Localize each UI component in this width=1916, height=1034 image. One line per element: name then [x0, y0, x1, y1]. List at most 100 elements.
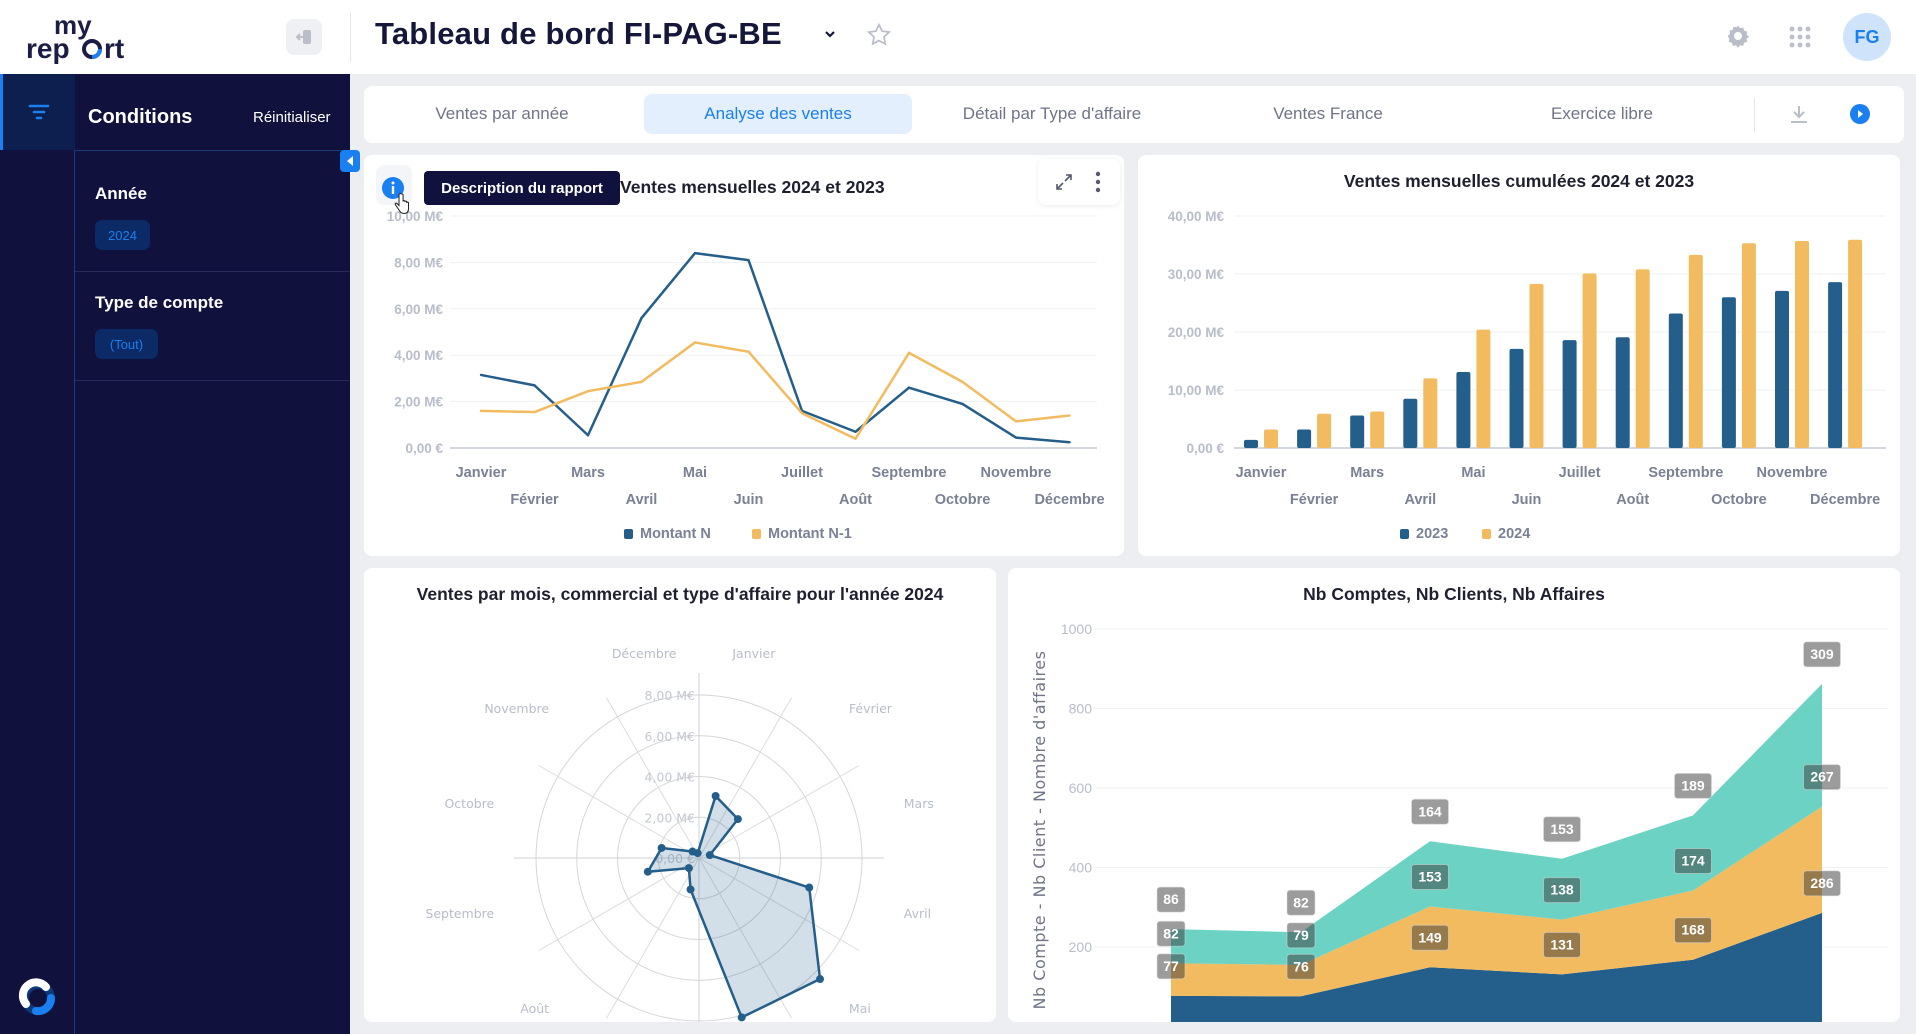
- radar-point: [686, 885, 695, 894]
- data-label: 174: [1674, 848, 1712, 875]
- category-label: Mai: [849, 1001, 871, 1016]
- x-tick-label: Janvier: [1236, 465, 1287, 481]
- left-rail: [0, 74, 75, 1034]
- radar-point: [733, 815, 742, 824]
- bar-2023: [1775, 290, 1789, 448]
- data-point: [1014, 436, 1018, 439]
- data-label-bg: [1803, 870, 1841, 897]
- chart-title: Nb Comptes, Nb Clients, Nb Affaires: [1303, 584, 1605, 604]
- y-tick-label: 10,00 M€: [1168, 383, 1225, 398]
- category-label: Avril: [904, 906, 931, 921]
- tab-ventes-france[interactable]: Ventes France: [1273, 104, 1383, 123]
- data-label-bg: [1156, 953, 1186, 980]
- favorite-star-icon[interactable]: [866, 22, 892, 48]
- r-tick-label: 0,00 €: [655, 851, 695, 866]
- data-label-text: 149: [1418, 929, 1442, 945]
- collapse-menu-button[interactable]: [286, 19, 322, 55]
- radar-point: [705, 851, 714, 860]
- data-point: [961, 380, 964, 384]
- play-icon[interactable]: [1850, 104, 1870, 124]
- bar-2023: [1721, 297, 1736, 448]
- category-label: Janvier: [731, 646, 776, 661]
- apps-grid-icon[interactable]: [1788, 25, 1812, 49]
- bar-2024: [1529, 283, 1544, 448]
- panel-divider: [75, 271, 350, 272]
- y-tick-label: 800: [1069, 701, 1093, 717]
- data-label-text: 189: [1681, 777, 1705, 793]
- filter-chip-account-type[interactable]: (Tout): [95, 329, 158, 359]
- x-tick-label: Juillet: [781, 465, 823, 481]
- data-point: [854, 437, 857, 440]
- conditions-panel: [75, 74, 350, 1034]
- filter-chip-year[interactable]: 2024: [95, 220, 150, 250]
- data-label: 82: [1286, 889, 1316, 916]
- category-label: Octobre: [444, 796, 494, 811]
- series-line-montant-n-1: [480, 341, 1070, 440]
- legend-swatch: [1482, 529, 1491, 539]
- data-point: [693, 341, 697, 344]
- legend-swatch: [752, 529, 761, 539]
- panel-collapse-toggle[interactable]: [340, 150, 360, 172]
- bar-2023: [1456, 372, 1471, 448]
- user-avatar[interactable]: FG: [1843, 13, 1891, 61]
- data-label-text: 153: [1550, 821, 1574, 837]
- y-tick-label: 600: [1069, 780, 1093, 796]
- radar-sales-card: 0,00 € 2,00 M€ 4,00 M€ 6,00 M€ 8,00 M€ Janvie…: [364, 568, 996, 1022]
- loading-spinner-icon: [18, 978, 56, 1016]
- myreport-logo[interactable]: my rep rt: [24, 8, 154, 64]
- area-layer-1: [1171, 806, 1822, 997]
- conditions-title: Conditions: [88, 106, 193, 128]
- radar-spoke: [698, 857, 792, 1019]
- cumulative-sales-bar-card: 0,00 € 10,00 M€ 20,00 M€ 30,00 M€ 40,00 M€ Ja…: [1138, 155, 1900, 556]
- series-line-montant-n: [480, 251, 1070, 444]
- data-point: [747, 350, 750, 353]
- settings-gear-icon[interactable]: [1726, 24, 1750, 48]
- data-label-text: 82: [1293, 894, 1309, 910]
- bar-2023: [1615, 337, 1630, 448]
- chart-title: Ventes mensuelles 2024 et 2023: [620, 177, 885, 197]
- data-point: [640, 380, 643, 384]
- chart-title: Ventes par mois, commercial et type d'af…: [416, 584, 944, 604]
- reset-button[interactable]: Réinitialiser: [253, 109, 331, 126]
- bar-2024: [1370, 411, 1385, 448]
- data-label-bg: [1286, 953, 1316, 980]
- expand-icon[interactable]: [1054, 172, 1074, 192]
- y-tick-label: 40,00 M€: [1168, 209, 1225, 224]
- info-icon[interactable]: [382, 177, 404, 199]
- tooltip-description: Description du rapport: [424, 171, 620, 205]
- data-label-text: 76: [1293, 958, 1309, 974]
- bar-2023: [1244, 439, 1258, 448]
- category-label: Décembre: [612, 646, 677, 661]
- more-options-icon[interactable]: [1094, 171, 1102, 193]
- data-label-text: 286: [1810, 875, 1834, 891]
- filters-rail-button[interactable]: [0, 74, 75, 150]
- bar-2023: [1403, 398, 1418, 448]
- data-label: 138: [1543, 877, 1581, 904]
- x-tick-label: Mai: [683, 465, 707, 481]
- tab-detail-type-affaire[interactable]: Détail par Type d'affaire: [962, 104, 1142, 123]
- data-label-bg: [1543, 816, 1581, 843]
- data-label: 164: [1411, 798, 1449, 825]
- data-point: [1014, 420, 1018, 423]
- tab-ventes-par-annee[interactable]: Ventes par année: [435, 104, 569, 123]
- bar-2024: [1688, 254, 1703, 448]
- counts-stacked-area-chart: 200 400 600 800 1000 Nb Compte - Nb Client - …: [1030, 621, 1888, 1022]
- chevron-down-icon[interactable]: [822, 26, 838, 42]
- svg-text:my: my: [54, 10, 92, 40]
- area-layer-2: [1171, 683, 1822, 965]
- data-label-bg: [1543, 877, 1581, 904]
- download-icon[interactable]: [1788, 103, 1810, 125]
- r-tick-label: 4,00 M€: [644, 770, 695, 785]
- radar-point: [693, 849, 702, 858]
- data-label-bg: [1286, 889, 1316, 916]
- data-label-bg: [1674, 917, 1712, 944]
- x-tick-label: Janvier: [456, 465, 507, 481]
- data-label: 76: [1286, 953, 1316, 980]
- panel-divider: [75, 150, 350, 151]
- data-label-text: 309: [1810, 646, 1834, 662]
- tab-analyse-des-ventes[interactable]: Analyse des ventes: [644, 94, 912, 134]
- tab-exercice-libre[interactable]: Exercice libre: [1550, 104, 1654, 123]
- radar-spoke: [538, 857, 700, 951]
- legend-swatch: [624, 529, 633, 539]
- cumulative-sales-bar-chart: 0,00 € 10,00 M€ 20,00 M€ 30,00 M€ 40,00 M€ Ja…: [1168, 209, 1886, 542]
